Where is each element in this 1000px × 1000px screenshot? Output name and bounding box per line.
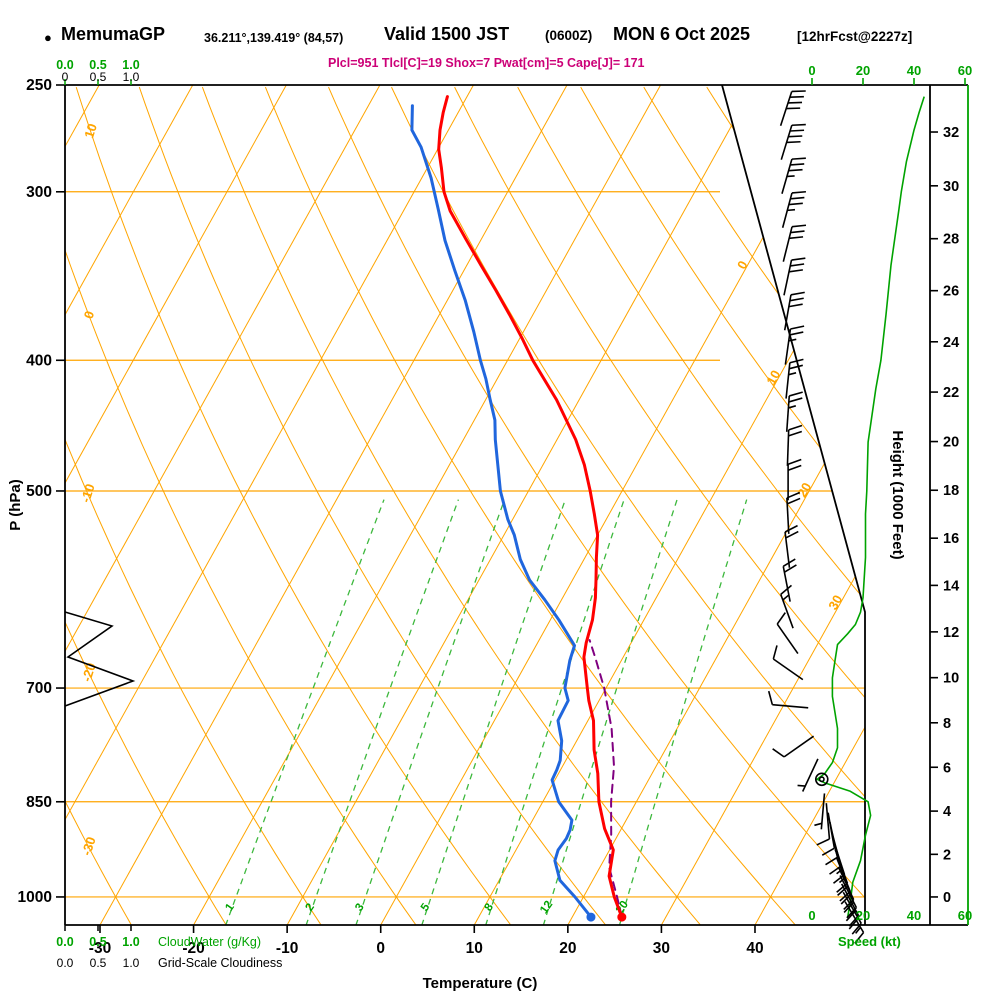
dewpoint-curve [410,104,593,919]
svg-text:28: 28 [943,232,959,248]
svg-text:16: 16 [943,531,959,547]
temperature-curve [437,95,624,919]
height-axis-label: Height (1000 Feet) [889,430,906,559]
valid-date: MON 6 Oct 2025 [613,24,751,44]
forecast-tag: [12hrFcst@2227z] [797,29,913,44]
wind-speed-curve [816,96,925,918]
svg-text:20: 20 [559,940,576,957]
svg-text:10: 10 [81,122,100,140]
plot-frame [64,84,969,926]
surface-temperature-dot [617,912,627,922]
station-name: MemumaGP [61,24,166,44]
svg-text:4: 4 [943,804,951,820]
svg-text:0.0: 0.0 [57,956,74,970]
svg-text:40: 40 [907,63,921,78]
valid-time-utc: (0600Z) [545,28,593,43]
station-bullet-icon: ● [44,30,52,45]
svg-text:12: 12 [943,625,959,641]
svg-text:0: 0 [62,70,69,84]
svg-text:40: 40 [746,940,763,957]
svg-text:-10: -10 [78,482,98,505]
svg-text:20: 20 [856,908,870,923]
stability-indices: Plcl=951 Tlcl[C]=19 Shox=7 Pwat[cm]=5 Ca… [328,56,645,70]
svg-text:30: 30 [825,592,845,612]
station-coordinates: 36.211°,139.419° (84,57) [204,31,344,45]
svg-text:10: 10 [466,940,483,957]
svg-text:10: 10 [943,671,959,687]
svg-text:24: 24 [943,335,959,351]
svg-text:2: 2 [943,847,951,863]
svg-text:22: 22 [943,385,959,401]
svg-text:20: 20 [943,435,959,451]
left-edge-marker [64,611,136,707]
svg-text:0: 0 [376,940,385,957]
svg-text:2: 2 [303,901,317,913]
svg-text:30: 30 [943,179,959,195]
svg-text:0: 0 [808,908,815,923]
svg-text:1.0: 1.0 [123,956,140,970]
svg-text:5: 5 [419,901,433,914]
temperature-axis-label: Temperature (C) [423,975,538,992]
svg-text:14: 14 [943,578,959,594]
svg-text:0.5: 0.5 [90,70,107,84]
cloudwater-axis-label: CloudWater (g/Kg) [158,935,261,949]
svg-text:3: 3 [353,901,367,913]
svg-text:10: 10 [763,367,783,387]
svg-text:-10: -10 [276,940,298,957]
svg-text:0: 0 [734,258,751,272]
svg-text:18: 18 [943,483,959,499]
svg-text:-30: -30 [89,940,111,957]
speed-axis-label: Speed (kt) [838,934,901,949]
svg-text:20: 20 [856,63,870,78]
svg-text:0.5: 0.5 [89,58,106,72]
svg-text:0: 0 [808,63,815,78]
svg-text:700: 700 [26,680,52,697]
svg-text:400: 400 [26,352,52,369]
svg-text:300: 300 [26,184,52,201]
calm-wind-icon [814,772,829,787]
cloudiness-axis-label: Grid-Scale Cloudiness [158,956,282,970]
svg-text:32: 32 [943,125,959,141]
svg-text:0.0: 0.0 [56,935,73,949]
grid-lines [65,85,865,925]
svg-text:8: 8 [943,716,951,732]
svg-text:12: 12 [538,899,555,916]
svg-text:30: 30 [653,940,670,957]
svg-text:60: 60 [958,908,972,923]
svg-text:40: 40 [907,908,921,923]
svg-text:1.0: 1.0 [122,58,139,72]
surface-dewpoint-dot [586,912,596,922]
svg-text:250: 250 [26,77,52,94]
valid-time: Valid 1500 JST [384,24,510,44]
svg-text:1000: 1000 [18,889,52,906]
svg-text:60: 60 [958,63,972,78]
svg-text:6: 6 [943,760,951,776]
svg-text:1.0: 1.0 [123,70,140,84]
svg-text:500: 500 [26,483,52,500]
pressure-axis-label: P (hPa) [7,479,24,530]
svg-text:-30: -30 [79,835,99,858]
svg-text:0: 0 [81,309,98,321]
generated-chart-layers: 1 2 3 5 8 12 20100-10-20-300102030250300400500… [18,58,973,970]
svg-text:1: 1 [223,901,237,914]
svg-text:0.5: 0.5 [89,935,106,949]
svg-text:850: 850 [26,794,52,811]
svg-text:20: 20 [794,480,814,500]
svg-text:0.5: 0.5 [90,956,107,970]
svg-text:-20: -20 [182,940,204,957]
svg-text:0: 0 [943,890,951,906]
svg-text:1.0: 1.0 [122,935,139,949]
svg-text:0.0: 0.0 [56,58,73,72]
parcel-curve [588,639,623,919]
svg-text:26: 26 [943,284,959,300]
wind-barbs [767,90,865,944]
